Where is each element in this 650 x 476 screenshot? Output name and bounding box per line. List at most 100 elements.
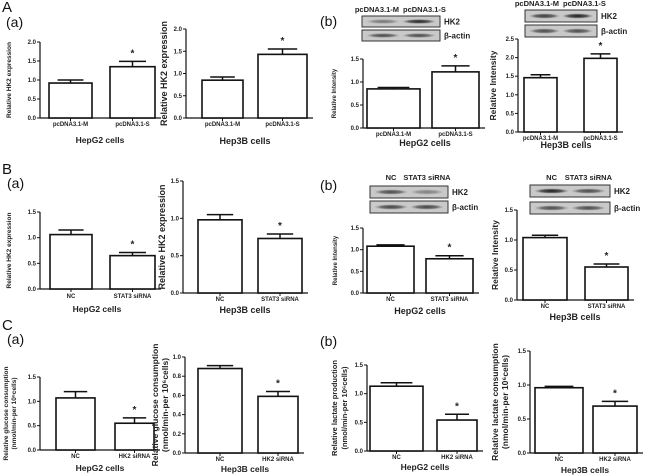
y-axis-label: Relative lactate production — [330, 360, 339, 456]
y-axis-label: Relative Intensity — [332, 68, 338, 118]
category-label: HK2 siRNA — [262, 457, 294, 463]
y-tick-label: 1.5 — [28, 59, 37, 65]
lane-label: pcDNA3.1-S — [403, 5, 446, 14]
bar — [431, 71, 480, 129]
significance-marker: * — [131, 48, 135, 59]
y-tick-label: 0.2 — [173, 432, 182, 438]
significance-marker: * — [613, 388, 617, 399]
category-label: STAT3 siRNA — [431, 297, 469, 303]
category-label: NC — [216, 297, 225, 303]
y-axis-label: (nmol/min-per 10⁶cells) — [160, 358, 170, 452]
bar — [48, 82, 93, 119]
protein-band — [570, 205, 607, 211]
lane-label: STAT3 siRNA — [565, 173, 613, 182]
y-tick-label: 1.5 — [355, 363, 364, 369]
significance-marker: * — [276, 379, 280, 390]
bar — [49, 233, 93, 290]
bar — [522, 236, 568, 301]
category-label: NC — [67, 294, 76, 300]
y-axis-label: (nmol/min-per 10⁶cells) — [11, 378, 18, 450]
significance-marker: * — [131, 240, 135, 251]
category-label: pcDNA3.1-M — [523, 136, 558, 142]
x-axis-label: Hep3B cells — [221, 464, 269, 474]
y-tick-label: 0.0 — [506, 130, 515, 136]
category-label: NC — [555, 457, 564, 463]
x-axis-label: HepG2 cells — [394, 306, 446, 316]
y-axis-label: Relative Intensity — [488, 50, 498, 120]
y-axis-label: Relative HK2 expression — [6, 213, 13, 289]
band-label: HK2 — [444, 18, 461, 27]
protein-band — [528, 28, 561, 34]
y-tick-label: 1.0 — [506, 93, 515, 99]
y-tick-label: 1.0 — [505, 238, 514, 244]
lane-label: pcDNA3.1-M — [515, 0, 559, 8]
bar — [197, 219, 243, 294]
bar — [257, 395, 299, 454]
blot-membrane — [361, 29, 441, 42]
x-axis-label: HepG2 cells — [76, 135, 125, 145]
bar — [55, 397, 96, 451]
y-tick-label: 1.5 — [28, 210, 37, 216]
y-tick-label: 0.6 — [173, 393, 182, 399]
bar — [366, 88, 421, 129]
lane-label: STAT3 siRNA — [403, 173, 451, 182]
lane-label: pcDNA3.1-M — [355, 5, 399, 14]
category-label: STAT3 siRNA — [114, 294, 152, 300]
panel-label-C: C — [2, 317, 13, 334]
bar — [436, 419, 478, 452]
band-label: β-actin — [614, 204, 640, 213]
significance-marker: * — [454, 53, 458, 64]
significance-marker: * — [455, 401, 459, 412]
category-label: pcDNA3.1-S — [265, 122, 299, 128]
blot-membrane — [529, 201, 611, 215]
y-tick-label: 1.0 — [351, 80, 360, 86]
y-tick-label: 0.5 — [174, 94, 183, 100]
protein-band — [401, 19, 437, 24]
bar — [109, 254, 156, 290]
y-tick-label: 0.0 — [28, 287, 37, 293]
bar — [109, 65, 156, 119]
x-axis-label: Hep3B cells — [561, 465, 609, 475]
blot-membrane — [361, 15, 441, 28]
protein-band — [401, 33, 437, 38]
category-label: pcDNA3.1-S — [583, 136, 617, 142]
y-tick-label: 0.0 — [351, 126, 360, 132]
band-label: HK2 — [452, 188, 469, 197]
y-tick-label: 1.5 — [171, 179, 180, 185]
category-label: pcDNA3.1-S — [438, 132, 472, 138]
y-tick-label: 0.4 — [173, 413, 182, 419]
y-tick-label: 0.0 — [518, 451, 527, 457]
y-tick-label: 2.0 — [174, 27, 183, 33]
y-tick-label: 0.5 — [28, 424, 37, 430]
category-label: NC — [392, 455, 401, 461]
y-tick-label: 0.5 — [28, 97, 37, 103]
protein-band — [373, 189, 409, 195]
bar — [369, 385, 424, 452]
bar — [584, 266, 629, 301]
significance-marker: * — [448, 243, 452, 254]
y-tick-label: 2.5 — [506, 37, 515, 43]
category-label: HK2 siRNA — [441, 455, 473, 461]
panel-label-A-b: (b) — [320, 13, 338, 29]
y-tick-label: 0.5 — [28, 261, 37, 267]
y-axis-label: Relative glucose consumption — [3, 367, 10, 461]
y-tick-label: 0.5 — [518, 417, 527, 423]
y-tick-label: 1.5 — [506, 74, 515, 80]
y-tick-label: 0.0 — [351, 291, 360, 297]
bar — [523, 76, 558, 133]
bar — [583, 57, 618, 133]
significance-marker: * — [133, 405, 137, 416]
y-tick-label: 2.0 — [506, 56, 515, 62]
bar — [257, 53, 308, 119]
x-axis-label: Hep3B cells — [219, 305, 270, 315]
bar — [114, 422, 155, 451]
protein-band — [409, 204, 445, 210]
band-label: β-actin — [452, 203, 478, 212]
protein-band — [561, 28, 594, 34]
protein-band — [561, 13, 594, 19]
y-tick-label: 1.5 — [505, 208, 514, 214]
protein-band — [365, 19, 401, 24]
y-tick-label: 2.0 — [28, 40, 37, 46]
band-label: β-actin — [601, 27, 627, 36]
